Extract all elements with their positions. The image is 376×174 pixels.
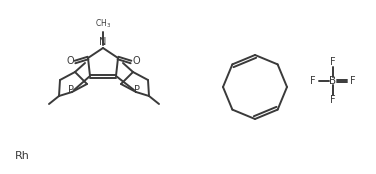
Text: P: P: [134, 85, 140, 95]
Text: O: O: [132, 56, 140, 66]
Text: F: F: [310, 76, 316, 86]
Text: Rh: Rh: [15, 151, 30, 161]
Text: F: F: [330, 57, 336, 67]
Text: F: F: [330, 95, 336, 105]
Text: N: N: [99, 37, 107, 47]
Text: O: O: [66, 56, 74, 66]
Text: P: P: [68, 85, 74, 95]
Text: B: B: [329, 76, 337, 86]
Text: F: F: [350, 76, 356, 86]
Text: CH$_3$: CH$_3$: [95, 18, 111, 30]
